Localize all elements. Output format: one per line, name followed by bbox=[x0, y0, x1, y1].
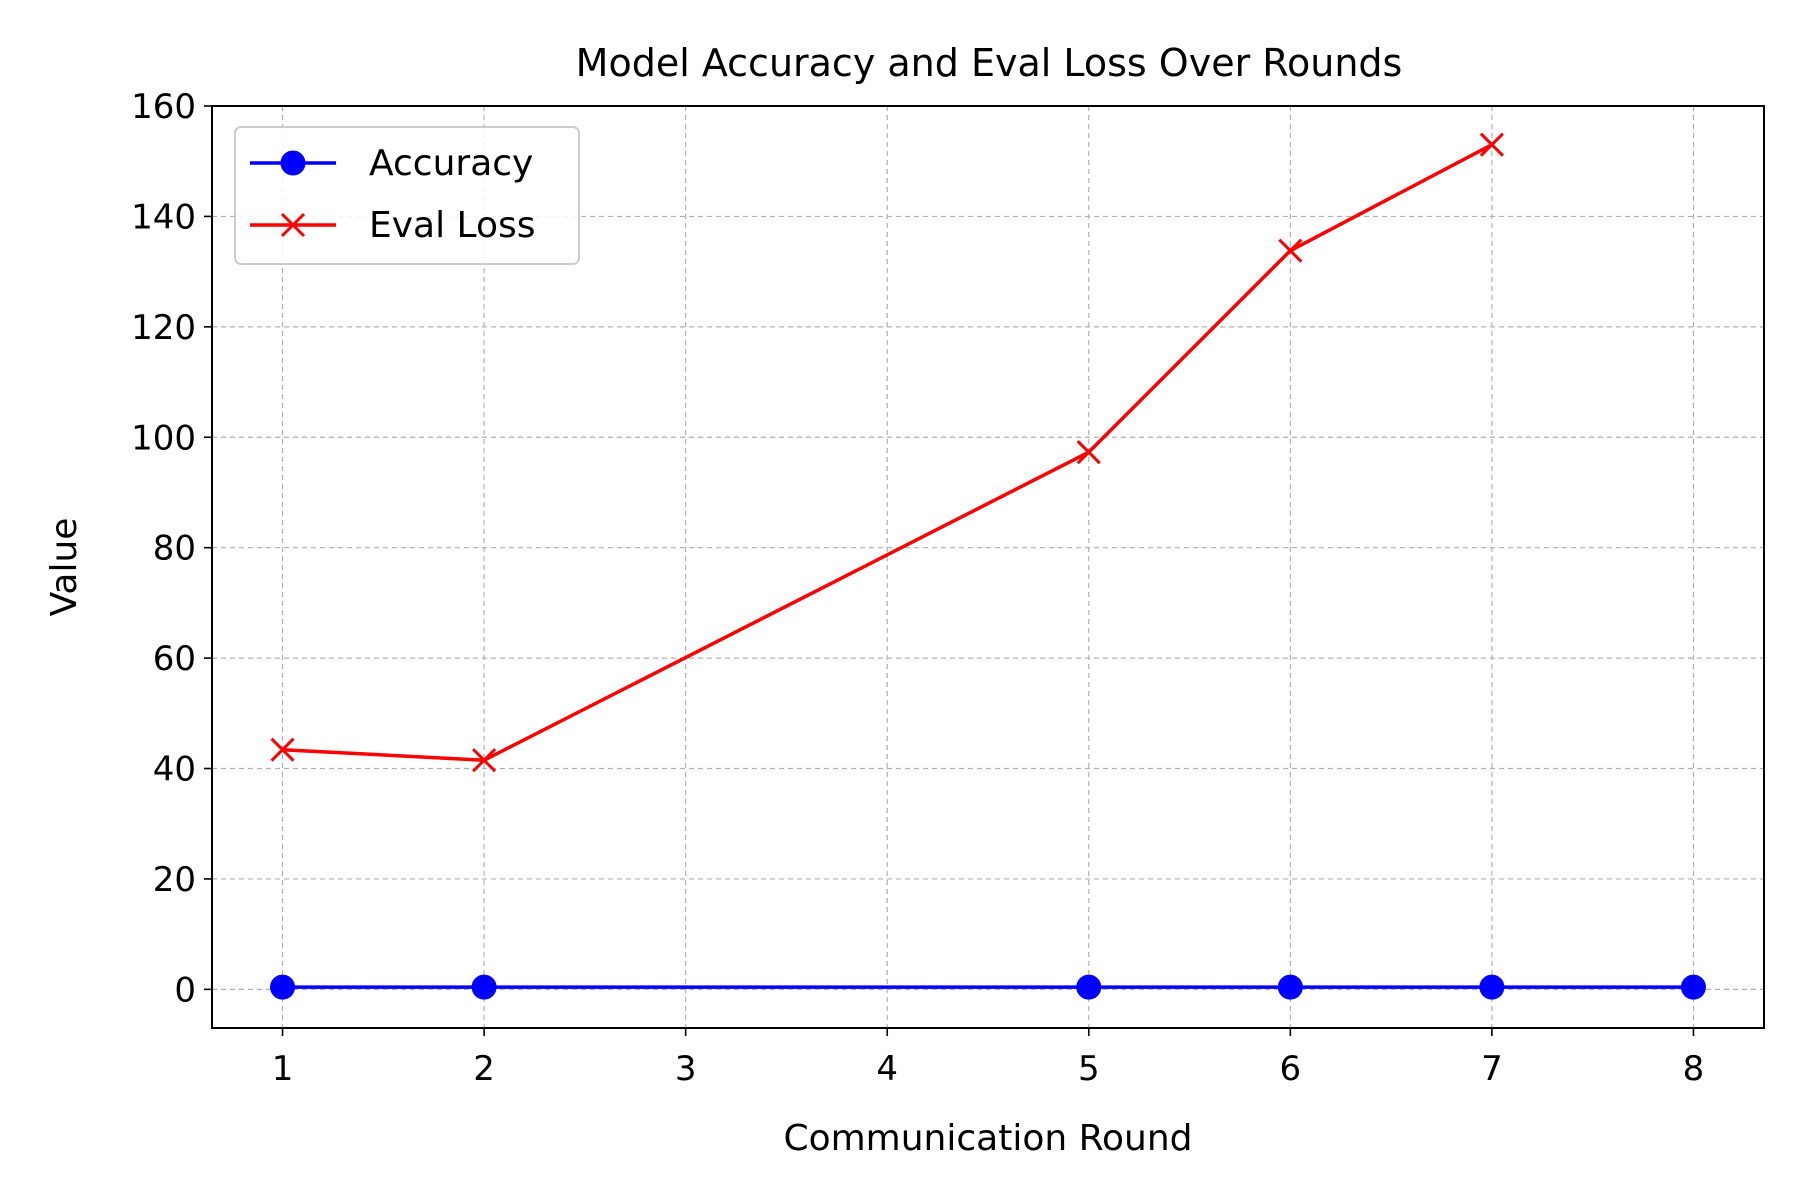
y-tick-label: 60 bbox=[153, 639, 196, 679]
y-tick-label: 140 bbox=[131, 197, 196, 237]
x-tick-label: 2 bbox=[473, 1049, 495, 1089]
x-tick-label: 1 bbox=[272, 1049, 294, 1089]
eval-loss-point bbox=[1278, 238, 1303, 263]
chart-title: Model Accuracy and Eval Loss Over Rounds bbox=[576, 41, 1403, 85]
eval-loss-point bbox=[1479, 132, 1504, 157]
x-axis: 1 2 3 4 5 6 7 8 bbox=[272, 1028, 1705, 1089]
x-tick-label: 7 bbox=[1481, 1049, 1503, 1089]
x-tick-label: 8 bbox=[1683, 1049, 1705, 1089]
y-tick-label: 160 bbox=[131, 87, 196, 127]
series-eval-loss bbox=[270, 132, 1504, 773]
accuracy-point bbox=[471, 974, 497, 1000]
legend: Accuracy Eval Loss bbox=[234, 126, 580, 265]
legend-swatch-marker bbox=[280, 212, 306, 238]
series-accuracy bbox=[270, 974, 1706, 1000]
y-tick-label: 0 bbox=[174, 970, 196, 1010]
accuracy-point bbox=[1076, 974, 1102, 1000]
x-tick-label: 4 bbox=[876, 1049, 898, 1089]
y-tick-label: 80 bbox=[153, 529, 196, 569]
series-layer bbox=[270, 132, 1706, 1000]
accuracy-point bbox=[1479, 974, 1505, 1000]
legend-item-accuracy: Accuracy bbox=[250, 143, 533, 184]
x-axis-label: Communication Round bbox=[783, 1118, 1192, 1159]
eval-loss-point bbox=[1076, 440, 1101, 465]
plot-frame bbox=[211, 105, 1765, 1029]
x-tick-label: 6 bbox=[1280, 1049, 1302, 1089]
y-tick-label: 100 bbox=[131, 418, 196, 458]
y-axis: 0 20 40 60 80 100 120 140 160 bbox=[131, 87, 212, 1010]
accuracy-point bbox=[270, 974, 296, 1000]
y-tick-label: 120 bbox=[131, 308, 196, 348]
legend-swatch-marker bbox=[280, 150, 306, 176]
eval-loss-point bbox=[270, 737, 295, 762]
x-tick-label: 3 bbox=[675, 1049, 697, 1089]
y-tick-label: 20 bbox=[153, 860, 196, 900]
eval-loss-point bbox=[472, 748, 497, 773]
legend-item-eval-loss: Eval Loss bbox=[250, 205, 536, 246]
accuracy-point bbox=[1277, 974, 1303, 1000]
x-tick-label: 5 bbox=[1078, 1049, 1100, 1089]
y-tick-label: 40 bbox=[153, 750, 196, 790]
legend-label: Accuracy bbox=[369, 143, 533, 184]
y-axis-label: Value bbox=[44, 518, 85, 617]
accuracy-point bbox=[1680, 974, 1706, 1000]
legend-label: Eval Loss bbox=[369, 205, 536, 246]
